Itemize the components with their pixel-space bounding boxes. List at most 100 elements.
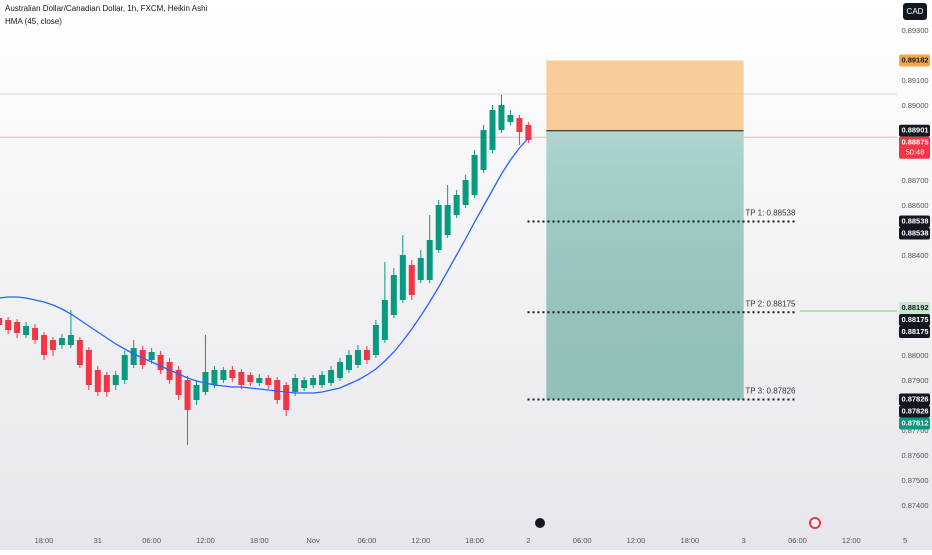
candle-body	[426, 240, 433, 280]
y-tick-label: 0.88700	[901, 176, 928, 185]
x-tick-label: Nov	[306, 536, 320, 545]
candle-body	[319, 375, 326, 385]
x-tick-label: 06:00	[573, 536, 592, 545]
candle-body	[516, 118, 523, 132]
candle-body	[112, 375, 119, 385]
price-tag-label: 0.87826	[901, 406, 928, 415]
candle-body	[435, 205, 442, 250]
target-label: TP 2: 0.88175	[745, 299, 796, 308]
candle-body	[471, 155, 478, 195]
x-tick-label: 06:00	[788, 536, 807, 545]
candle-body	[49, 340, 56, 350]
candle-body	[345, 355, 352, 370]
candle-body	[292, 378, 299, 392]
x-tick-label: 12:00	[842, 536, 861, 545]
y-tick-label: 0.89300	[901, 26, 928, 35]
price-tag-label: 0.87826	[901, 394, 928, 403]
x-tick-label: 12:00	[196, 536, 215, 545]
candle-body	[94, 370, 101, 392]
candle-body	[453, 195, 460, 215]
candle-body	[130, 348, 137, 365]
y-tick-label: 0.89000	[901, 101, 928, 110]
x-tick-label: 31	[94, 536, 102, 545]
candle-body	[85, 350, 92, 385]
candle-body	[390, 275, 397, 315]
price-tag-label: 0.88875	[901, 138, 928, 147]
price-tag	[899, 326, 930, 338]
candle-body	[328, 370, 335, 383]
candle-body	[256, 378, 263, 383]
candle-body	[238, 372, 245, 385]
candle-body	[229, 370, 236, 378]
candle-body	[247, 375, 254, 382]
candle-body	[14, 322, 21, 333]
candle-body	[283, 385, 290, 410]
x-tick-label: 18:00	[680, 536, 699, 545]
price-tag-label: 0.88901	[901, 126, 928, 135]
candle-body	[175, 370, 182, 395]
candle-body	[32, 328, 39, 340]
candle-body	[408, 265, 415, 295]
candle-body	[58, 338, 65, 345]
y-tick-label: 0.87600	[901, 451, 928, 460]
candle-body	[507, 115, 514, 122]
y-tick-label: 0.88400	[901, 251, 928, 260]
candle-body	[121, 355, 128, 380]
y-tick-label: 0.87700	[901, 426, 928, 435]
candle-body	[202, 372, 209, 392]
chart-title: Australian Dollar/Canadian Dollar, 1h, F…	[5, 4, 208, 13]
price-tag-label: 0.89182	[901, 55, 928, 64]
price-tag-label: 0.88175	[901, 315, 928, 324]
target-label: TP 3: 0.87826	[745, 387, 796, 396]
price-tag-label: 0.88175	[901, 327, 928, 336]
candle-body	[372, 325, 379, 355]
price-tag	[899, 215, 930, 228]
event-icon	[535, 518, 545, 528]
candle-body	[417, 258, 424, 280]
candle-body	[193, 385, 200, 400]
candle-body	[220, 370, 227, 380]
x-tick-label: 06:00	[358, 536, 377, 545]
candle-body	[5, 320, 12, 330]
y-tick-label: 0.87900	[901, 376, 928, 385]
price-tag	[899, 314, 930, 326]
target-label: TP 1: 0.88538	[745, 209, 796, 218]
price-tag	[899, 405, 930, 418]
price-tag	[899, 136, 930, 159]
candle-body	[489, 110, 496, 150]
candle-body	[166, 362, 173, 380]
stop-zone	[546, 60, 744, 131]
candle-body	[274, 380, 281, 400]
candle-body	[0, 318, 3, 325]
candle-body	[211, 370, 218, 385]
y-tick-label: 0.87500	[901, 476, 928, 485]
candle-body	[337, 362, 344, 378]
price-tag-label: 0.88192	[901, 303, 928, 312]
candle-body	[310, 378, 317, 385]
candle-body	[498, 105, 505, 130]
x-tick-label: 5	[903, 536, 907, 545]
price-tag	[899, 124, 930, 137]
price-tag	[899, 417, 930, 430]
candle-body	[399, 255, 406, 300]
x-tick-label: 2	[526, 536, 530, 545]
candle-body	[76, 340, 83, 365]
candle-body	[265, 378, 272, 385]
price-tag	[899, 54, 930, 67]
candle-body	[41, 335, 47, 355]
price-tag	[899, 393, 930, 406]
candle-body	[363, 350, 370, 360]
x-tick-label: 18:00	[465, 536, 484, 545]
candle-body	[480, 130, 487, 170]
price-tag-label: 0.88538	[901, 216, 928, 225]
price-tag-label: 0.88538	[901, 228, 928, 237]
candle-body	[157, 355, 164, 370]
indicator-line	[0, 137, 529, 394]
candle-body	[354, 350, 361, 365]
candle-body	[301, 380, 308, 388]
countdown: 50:48	[906, 148, 925, 157]
event-icon	[809, 517, 821, 529]
candle-body	[67, 335, 74, 345]
x-tick-label: 12:00	[627, 536, 646, 545]
